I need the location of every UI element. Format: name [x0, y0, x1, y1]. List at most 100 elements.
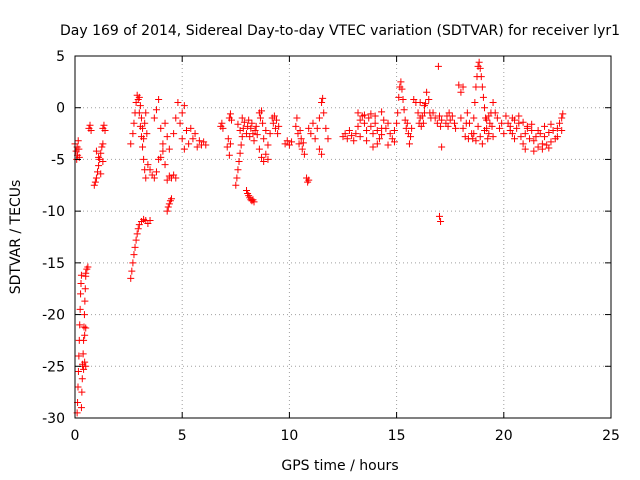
data-point [407, 133, 415, 141]
data-point [78, 388, 86, 396]
data-point [455, 81, 463, 89]
data-point [90, 181, 98, 189]
data-point [238, 114, 246, 122]
data-point [185, 140, 193, 148]
data-point [523, 124, 531, 132]
data-point [95, 153, 103, 161]
data-point [170, 130, 178, 138]
data-point [163, 207, 171, 215]
data-point [319, 94, 327, 102]
data-point [295, 140, 303, 148]
data-point [553, 133, 561, 141]
data-point [354, 122, 362, 130]
data-point [485, 130, 493, 138]
data-point [87, 126, 95, 134]
x-tick-label: 25 [602, 428, 620, 444]
data-point [363, 126, 371, 134]
chart-title: Day 169 of 2014, Sidereal Day-to-day VTE… [60, 23, 620, 39]
grid [75, 56, 611, 418]
data-point [386, 130, 394, 138]
data-point [130, 251, 138, 259]
data-point [378, 131, 386, 139]
data-point [398, 85, 406, 93]
data-point [399, 95, 407, 103]
data-point [478, 83, 486, 91]
data-point [144, 161, 152, 169]
data-point [246, 133, 254, 141]
data-point [371, 112, 379, 120]
data-point [350, 137, 358, 145]
data-point [484, 135, 492, 143]
data-point [477, 73, 485, 81]
data-point [142, 174, 150, 182]
data-point [320, 109, 328, 117]
data-point [264, 141, 272, 149]
data-point [315, 145, 323, 153]
data-point [292, 122, 300, 130]
data-point [450, 119, 458, 127]
data-point [297, 135, 305, 143]
data-point [530, 137, 538, 145]
data-point [260, 157, 268, 165]
data-point [97, 170, 105, 178]
data-point [77, 271, 85, 279]
data-point [511, 116, 519, 124]
data-point [299, 139, 307, 147]
data-point [414, 109, 422, 117]
data-point [129, 130, 137, 138]
data-point [130, 119, 138, 127]
data-point [488, 122, 496, 130]
data-point [255, 145, 263, 153]
data-point [367, 122, 375, 130]
data-point [438, 143, 446, 151]
data-point [150, 174, 158, 182]
data-point [236, 126, 244, 134]
data-point [127, 274, 135, 282]
data-point [558, 114, 566, 122]
data-point [146, 216, 154, 224]
data-point [395, 93, 403, 101]
data-point [419, 119, 427, 127]
data-point [363, 137, 371, 145]
data-point [293, 114, 301, 122]
data-point [549, 126, 557, 134]
x-tick-label: 10 [280, 428, 298, 444]
data-point [388, 135, 396, 143]
data-point [266, 130, 274, 138]
data-point [528, 120, 536, 128]
data-points [71, 58, 567, 417]
data-point [218, 119, 226, 127]
data-point [135, 109, 143, 117]
data-point [479, 93, 487, 101]
data-point [360, 119, 368, 127]
data-point [481, 126, 489, 134]
data-point [408, 124, 416, 132]
data-point [187, 124, 195, 132]
data-point [165, 200, 173, 208]
data-point [471, 99, 479, 107]
data-point [234, 166, 242, 174]
data-point [558, 126, 566, 134]
data-point [390, 126, 398, 134]
data-point [78, 375, 86, 383]
data-point [161, 161, 169, 169]
data-point [81, 358, 89, 366]
data-point [397, 78, 405, 86]
data-point [465, 119, 473, 127]
data-point [245, 116, 253, 124]
data-point [556, 119, 564, 127]
data-point [382, 124, 390, 132]
data-point [95, 162, 103, 170]
data-point [137, 114, 145, 122]
data-point [283, 137, 291, 145]
data-point [534, 126, 542, 134]
data-point [189, 135, 197, 143]
data-point [141, 119, 149, 127]
data-point [250, 198, 258, 206]
data-point [511, 135, 519, 143]
data-point [373, 140, 381, 148]
data-point [463, 109, 471, 117]
data-point [534, 143, 542, 151]
data-point [258, 153, 266, 161]
data-point [76, 321, 84, 329]
